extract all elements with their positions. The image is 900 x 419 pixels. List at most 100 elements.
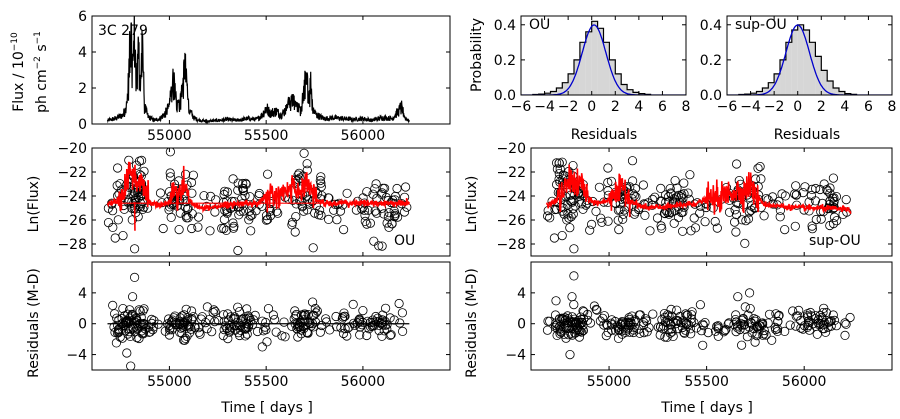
lnflux-supou-point <box>552 164 563 174</box>
lnflux-supou-point <box>576 199 587 209</box>
lnflux-supou-point <box>832 216 842 226</box>
lnflux-supou-point <box>825 196 835 206</box>
hist-ou-frame <box>520 15 687 96</box>
lnflux-supou-point <box>562 215 572 225</box>
lnflux-ou-point <box>370 184 380 194</box>
hist-ou-xtick-label: 8 <box>682 99 691 115</box>
lnflux-supou-point <box>685 170 695 180</box>
resid-ou-point <box>178 322 188 332</box>
hist-ou-ytick-label: 0.2 <box>494 53 516 69</box>
flux-ylabel-unit: ph cm <box>34 69 50 113</box>
resid-ou-point <box>178 317 188 327</box>
resid-ou-point <box>302 327 312 337</box>
hist-supou-xtick-label: −4 <box>740 99 761 115</box>
resid-ou-point <box>268 310 278 320</box>
hist-supou-bar <box>756 91 763 95</box>
lnflux-ou-point <box>222 187 232 197</box>
resid-ou-point <box>290 306 300 316</box>
resid-supou-point <box>578 306 588 316</box>
resid-supou-point <box>819 303 829 313</box>
resid-supou-point <box>687 307 697 317</box>
resid-supou-point <box>555 329 565 339</box>
resid-supou-point <box>749 313 759 324</box>
lnflux-supou-point <box>557 206 568 216</box>
lnflux-supou-point <box>650 192 660 202</box>
resid-ou-point <box>235 330 245 341</box>
resid-supou-point <box>554 322 565 332</box>
resid-ou-point <box>179 310 189 320</box>
lnflux-supou-point <box>551 158 562 168</box>
resid-ou-point <box>223 309 233 319</box>
resid-ou-point <box>128 292 138 302</box>
resid-ou-point <box>168 317 178 327</box>
resid-ou-point <box>181 304 191 314</box>
hist-ou-ylabel: Probability <box>469 18 485 92</box>
lnflux-supou-point <box>731 227 741 237</box>
lnflux-supou-point <box>629 191 639 201</box>
resid-supou-point <box>635 328 645 338</box>
lnflux-supou-point <box>672 183 682 193</box>
resid-ou-point <box>118 303 128 314</box>
lnflux-ou-point <box>165 148 175 157</box>
lnflux-ou-point <box>392 183 402 194</box>
resid-supou-point <box>641 316 652 326</box>
flux-ylabel: Flux / 10−10 ph cm−2 s−1 <box>10 31 50 113</box>
hist-ou-annotation: OU <box>529 17 550 33</box>
resid-supou-point <box>634 324 644 334</box>
hist-ou-ytick-label: 0.0 <box>494 88 516 104</box>
resid-ou-point <box>233 302 243 312</box>
lnflux-ou-point <box>229 221 239 231</box>
lnflux-supou-point <box>724 207 735 217</box>
lnflux-supou-point <box>613 205 624 215</box>
lnflux-supou-point <box>690 223 701 233</box>
resid-ou-point <box>209 305 219 315</box>
lnflux-ou-point <box>399 207 410 217</box>
lnflux-supou-point <box>743 214 754 224</box>
resid-supou-point <box>598 313 608 323</box>
lnflux-supou-point <box>689 213 699 223</box>
resid-ou-point <box>348 299 358 309</box>
hist-supou-frame <box>726 15 893 96</box>
resid-supou-point <box>617 326 627 336</box>
lnflux-supou-point <box>831 192 842 202</box>
resid-supou-point <box>554 314 565 324</box>
hist-ou-bar <box>544 93 551 95</box>
flux-ylabel-exp3: −1 <box>33 31 43 44</box>
resid-supou-point <box>572 317 582 327</box>
resid-supou-point <box>666 304 676 314</box>
lnflux-supou-point <box>640 210 650 220</box>
lnflux-supou-point <box>755 162 765 172</box>
lnflux-ou-point <box>219 214 229 225</box>
resid-ou-point <box>119 320 129 330</box>
lnflux-ou-model-line <box>106 161 410 214</box>
resid-supou-point <box>589 301 600 311</box>
lnflux-supou-ytick-label: −26 <box>496 213 526 229</box>
lnflux-ou-point <box>392 212 403 222</box>
lnflux-ou-ylabel: Ln(Flux) <box>26 176 42 233</box>
resid-ou-point <box>110 309 120 319</box>
lnflux-ou-point <box>357 204 367 214</box>
resid-ou-point <box>164 330 174 340</box>
resid-ou-point <box>187 306 197 316</box>
hist-ou-xtick-label: −2 <box>558 99 579 115</box>
resid-supou-point <box>713 331 723 341</box>
lnflux-supou-model-line <box>545 164 852 218</box>
resid-supou-point <box>639 327 649 338</box>
resid-supou-point <box>550 322 561 332</box>
resid-supou-point <box>773 311 784 321</box>
lnflux-ou-point <box>370 206 380 216</box>
resid-ou-point <box>184 328 195 338</box>
lnflux-ou-point <box>129 184 139 194</box>
resid-ou-point <box>210 316 220 327</box>
resid-ou-ylabel: Residuals (M-D) <box>26 268 42 378</box>
resid-supou-point <box>567 312 577 322</box>
resid-ou-point <box>136 312 146 322</box>
resid-ou-point <box>113 320 123 330</box>
resid-ou-ytick-label: −4 <box>66 348 87 364</box>
hist-ou-plot-area <box>521 20 686 95</box>
lnflux-ou-point <box>287 217 298 227</box>
lnflux-supou-point <box>558 203 568 213</box>
lnflux-ou-point <box>377 188 387 198</box>
resid-supou-point <box>713 321 723 331</box>
lnflux-supou-point <box>557 231 567 241</box>
